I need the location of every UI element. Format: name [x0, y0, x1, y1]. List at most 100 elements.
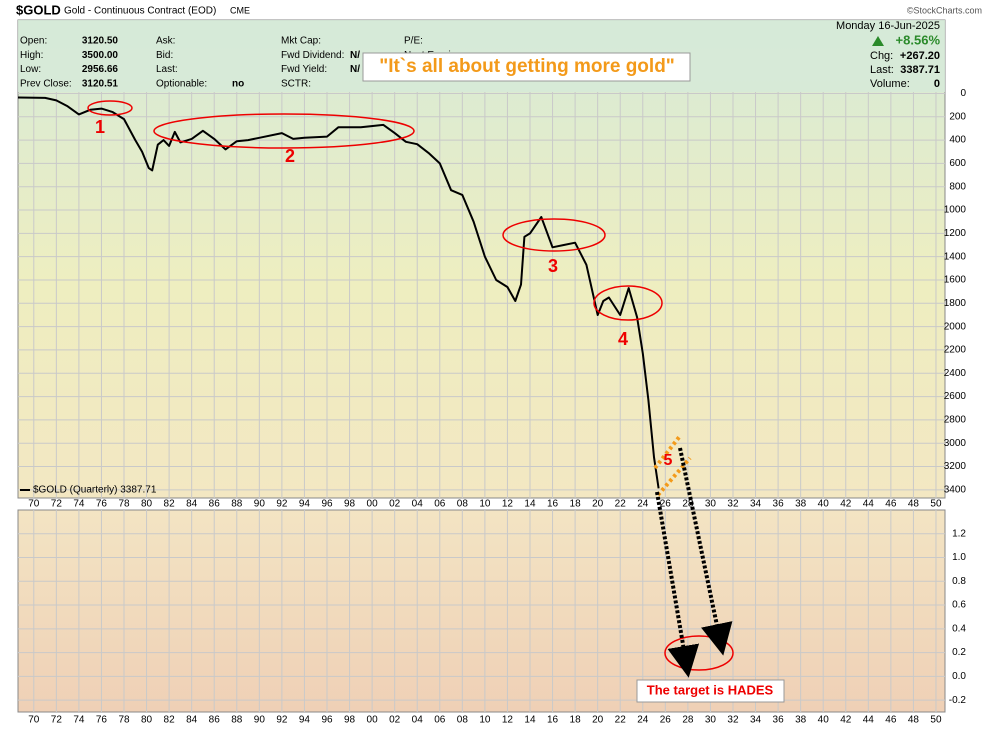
y-tick-label: 1600	[944, 275, 967, 286]
x-tick-label: 46	[885, 499, 897, 510]
x-tick-label: 80	[141, 715, 153, 726]
field-label: Bid:	[156, 50, 173, 61]
annotation: The target is HADES	[647, 682, 774, 697]
field-label: Ask:	[156, 36, 175, 47]
x-tick-label: 72	[51, 499, 63, 510]
x-tick-label: 12	[502, 499, 514, 510]
x-tick-label: 00	[367, 499, 379, 510]
x-tick-label: 86	[209, 499, 221, 510]
date: Monday 16-Jun-2025	[836, 20, 940, 32]
x-tick-label: 28	[682, 715, 694, 726]
x-tick-label: 98	[344, 499, 356, 510]
y-tick-label: 2600	[944, 391, 967, 402]
x-tick-label: 22	[615, 499, 627, 510]
y-tick-label: 400	[949, 135, 966, 146]
x-tick-label: 74	[73, 715, 85, 726]
x-tick-label: 12	[502, 715, 514, 726]
y-tick-label: 3200	[944, 461, 967, 472]
field-label: P/E:	[404, 36, 423, 47]
overlays	[87, 52, 785, 703]
x-tick-label: 20	[592, 499, 604, 510]
x-tick-label: 36	[773, 715, 785, 726]
x-tick-label: 70	[28, 499, 40, 510]
x-tick-label: 26	[660, 715, 672, 726]
lower-panel	[17, 509, 946, 713]
x-tick-label: 88	[231, 499, 243, 510]
x-tick-label: 30	[705, 715, 717, 726]
x-tick-label: 94	[299, 715, 311, 726]
field-value: 3500.00	[82, 50, 119, 61]
x-tick-label: 78	[118, 499, 130, 510]
y-tick-label: 0.0	[952, 671, 966, 682]
x-tick-label: 32	[727, 499, 739, 510]
chg-label: Chg:	[870, 50, 893, 62]
x-tick-label: 24	[637, 715, 649, 726]
x-tick-label: 72	[51, 715, 63, 726]
annotation: 3	[548, 256, 558, 276]
field-value: 3120.51	[82, 79, 119, 90]
x-tick-label: 96	[321, 499, 333, 510]
y-tick-label: 1000	[944, 205, 967, 216]
x-tick-label: 96	[321, 715, 333, 726]
y-tick-label: 800	[949, 181, 966, 192]
price-line	[17, 96, 660, 489]
y-tick-label: 1800	[944, 298, 967, 309]
x-tick-label: 32	[727, 715, 739, 726]
x-tick-label: 36	[773, 499, 785, 510]
y-tick-label: 0.8	[952, 576, 966, 587]
y-tick-label: 1400	[944, 251, 967, 262]
description: Gold - Continuous Contract (EOD)	[64, 6, 216, 17]
x-tick-label: 40	[818, 715, 830, 726]
last-label: Last:	[870, 64, 894, 76]
x-tick-label: 16	[547, 715, 559, 726]
x-tick-label: 16	[547, 499, 559, 510]
field-value: 3120.50	[82, 36, 119, 47]
dashed-line	[656, 456, 692, 497]
y-tick-label: 1200	[944, 228, 967, 239]
x-tick-label: 82	[164, 499, 176, 510]
arrow	[655, 491, 700, 678]
arrow	[678, 447, 733, 656]
x-tick-label: 34	[750, 499, 762, 510]
field-value: no	[232, 79, 244, 90]
field-label: Mkt Cap:	[281, 36, 321, 47]
annotation: 1	[95, 117, 105, 137]
x-tick-label: 82	[164, 715, 176, 726]
x-tick-label: 26	[660, 499, 672, 510]
volume: 0	[934, 78, 940, 90]
annotation: 4	[618, 329, 628, 349]
x-tick-label: 04	[412, 499, 424, 510]
x-tick-label: 18	[570, 715, 582, 726]
up-arrow	[872, 36, 884, 46]
last: 3387.71	[900, 64, 940, 76]
x-tick-label: 10	[479, 499, 491, 510]
x-tick-label: 76	[96, 499, 108, 510]
y-tick-label: 1.2	[952, 528, 966, 539]
x-tick-label: 14	[524, 715, 536, 726]
x-tick-label: 98	[344, 715, 356, 726]
x-tick-label: 04	[412, 715, 424, 726]
x-tick-label: 08	[457, 715, 469, 726]
legend-label: $GOLD (Quarterly) 3387.71	[33, 485, 157, 496]
circle	[87, 100, 133, 116]
y-tick-label: 3000	[944, 438, 967, 449]
x-tick-label: 70	[28, 715, 40, 726]
exchange: CME	[230, 5, 250, 15]
annotation: 5	[664, 452, 673, 469]
x-tick-label: 18	[570, 499, 582, 510]
copyright: ©StockCharts.com	[907, 5, 982, 15]
field-label: Last:	[156, 64, 178, 75]
x-tick-label: 06	[434, 499, 446, 510]
field-label: Optionable:	[156, 79, 207, 90]
field-label: Low:	[20, 64, 41, 75]
x-tick-label: 90	[254, 715, 266, 726]
x-tick-label: 20	[592, 715, 604, 726]
x-tick-label: 92	[276, 499, 288, 510]
y-tick-label: 1.0	[952, 552, 966, 563]
x-tick-label: 92	[276, 715, 288, 726]
x-tick-label: 22	[615, 715, 627, 726]
field-value: N/	[350, 64, 360, 75]
y-tick-label: 0.4	[952, 623, 966, 634]
field-label: Open:	[20, 36, 47, 47]
